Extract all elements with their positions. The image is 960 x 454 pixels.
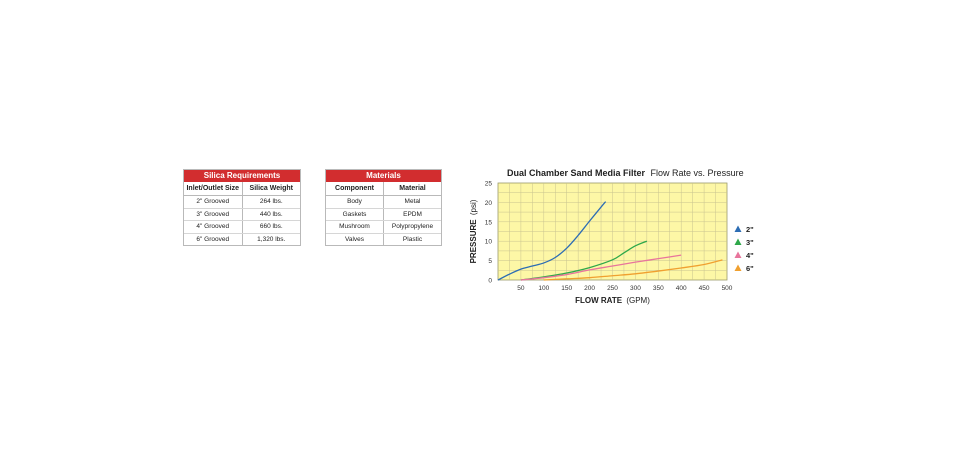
silica-weight-cell: 660 lbs. xyxy=(241,221,301,233)
silica-size-cell: 4" Grooved xyxy=(196,223,230,230)
materials-header-material: Material xyxy=(383,182,441,195)
x-axis-unit: (GPM) xyxy=(626,296,650,305)
legend-label: 6" xyxy=(746,264,754,273)
silica-size-cell: 2" Grooved xyxy=(196,198,230,205)
materials-component-cell: Valves xyxy=(344,235,365,243)
materials-table-header-row: Component Material xyxy=(326,182,441,196)
silica-requirements-table: Silica Requirements Inlet/Outlet Size Si… xyxy=(183,169,301,246)
materials-material-cell: Metal xyxy=(383,196,441,208)
x-tick-label: 400 xyxy=(676,285,687,292)
x-tick-label: 100 xyxy=(538,285,549,292)
table-row: 6" Grooved 1,320 lbs. xyxy=(184,233,301,245)
chart-subtitle: Flow Rate vs. Pressure xyxy=(651,168,744,178)
x-axis-label: FLOW RATE xyxy=(575,296,623,305)
silica-weight-cell: 264 lbs. xyxy=(241,196,301,208)
materials-material-cell: Polypropylene xyxy=(383,221,441,233)
y-tick-labels: 0 5 10 15 20 25 xyxy=(485,181,493,285)
chart-svg: Dual Chamber Sand Media Filter Flow Rate… xyxy=(469,168,754,305)
materials-header-component: Component xyxy=(335,185,374,192)
x-tick-label: 350 xyxy=(653,285,664,292)
materials-component-cell: Gaskets xyxy=(342,210,367,218)
y-axis-unit: (psi) xyxy=(469,199,478,215)
chart-title: Dual Chamber Sand Media Filter xyxy=(507,168,646,178)
silica-size-cell: 6" Grooved xyxy=(196,235,230,243)
silica-header-weight: Silica Weight xyxy=(241,182,301,195)
chart-title-group: Dual Chamber Sand Media Filter Flow Rate… xyxy=(507,168,744,178)
y-tick-label: 15 xyxy=(485,219,493,226)
legend-label: 2" xyxy=(746,225,754,234)
materials-table: Materials Component Material Body Metal … xyxy=(325,169,442,246)
y-axis-label: PRESSURE xyxy=(469,219,478,264)
x-axis-label-group: FLOW RATE (GPM) xyxy=(575,296,650,305)
table-row: Gaskets EPDM xyxy=(326,208,441,221)
y-axis-label-group: PRESSURE (psi) xyxy=(469,199,478,263)
flow-pressure-chart: Dual Chamber Sand Media Filter Flow Rate… xyxy=(462,162,762,312)
legend-label: 4" xyxy=(746,251,754,260)
legend-triangle-icon xyxy=(734,251,742,258)
table-row: Valves Plastic xyxy=(326,233,441,245)
materials-material-cell: EPDM xyxy=(383,208,441,220)
table-row: Body Metal xyxy=(326,196,441,209)
y-tick-label: 10 xyxy=(485,239,493,246)
x-tick-label: 200 xyxy=(584,285,595,292)
table-row: 4" Grooved 660 lbs. xyxy=(184,221,300,234)
silica-table-title: Silica Requirements xyxy=(184,170,300,182)
y-tick-label: 20 xyxy=(485,200,493,207)
legend-triangle-icon xyxy=(734,264,742,271)
legend-triangle-icon xyxy=(734,238,742,245)
series-line xyxy=(543,259,723,281)
x-tick-label: 150 xyxy=(561,285,572,292)
legend-label: 3" xyxy=(746,238,754,247)
silica-weight-cell: 1,320 lbs. xyxy=(241,233,301,245)
materials-material-cell: Plastic xyxy=(383,233,441,245)
table-row: 2" Grooved 264 lbs. xyxy=(184,196,300,209)
silica-weight-cell: 440 lbs. xyxy=(241,208,301,220)
table-row: Mushroom Polypropylene xyxy=(326,221,441,234)
legend: 2" 3" 4" 6" xyxy=(734,225,754,273)
series-lines xyxy=(497,201,723,281)
series-line xyxy=(520,240,648,281)
silica-size-cell: 3" Grooved xyxy=(196,210,230,218)
x-tick-labels: 50 100 150 200 250 300 350 400 450 500 xyxy=(517,285,733,292)
y-tick-label: 5 xyxy=(488,258,492,265)
x-tick-label: 250 xyxy=(607,285,618,292)
series-line xyxy=(497,201,607,281)
silica-table-header-row: Inlet/Outlet Size Silica Weight xyxy=(184,182,300,196)
y-tick-label: 25 xyxy=(485,181,493,188)
x-tick-label: 50 xyxy=(517,285,525,292)
materials-component-cell: Mushroom xyxy=(339,223,370,230)
materials-table-title: Materials xyxy=(326,170,441,182)
x-tick-label: 450 xyxy=(699,285,710,292)
y-tick-label: 0 xyxy=(488,278,492,285)
materials-component-cell: Body xyxy=(347,198,362,205)
x-tick-label: 500 xyxy=(722,285,733,292)
grid-lines xyxy=(498,183,727,280)
legend-triangle-icon xyxy=(734,225,742,232)
series-line xyxy=(520,254,682,281)
silica-header-size: Inlet/Outlet Size xyxy=(186,185,239,192)
x-tick-label: 300 xyxy=(630,285,641,292)
table-row: 3" Grooved 440 lbs. xyxy=(184,208,301,221)
